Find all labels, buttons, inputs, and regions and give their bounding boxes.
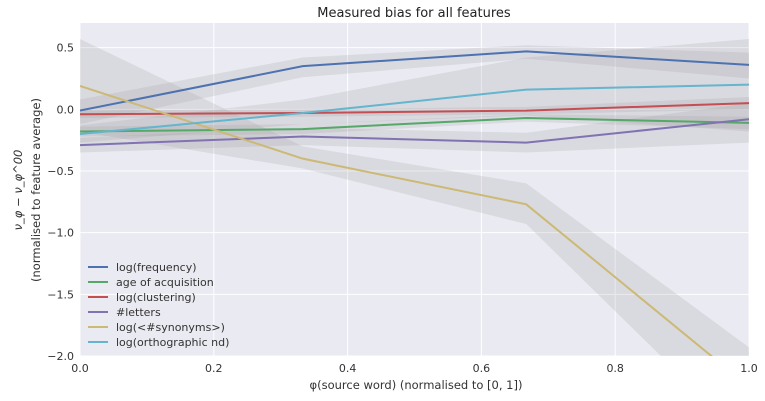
series-line <box>80 102 749 116</box>
legend-label: log(frequency) <box>116 261 197 274</box>
y-tick-label: 0.5 <box>57 42 75 55</box>
y-axis-label-line2: (normalised to feature average) <box>29 98 43 282</box>
legend-label: log(clustering) <box>116 291 196 304</box>
legend-label: age of acquisition <box>116 276 214 289</box>
y-axis-label-line1: ν_φ − ν_φ^00 <box>11 150 25 231</box>
y-axis-ticks: 0.5 0.0 −0.5 −1.0 −1.5 −2.0 <box>47 42 74 363</box>
x-axis-ticks: 0.0 0.2 0.4 0.6 0.8 1.0 <box>71 362 758 375</box>
x-tick-label: 0.6 <box>473 362 491 375</box>
x-tick-label: 0.4 <box>339 362 357 375</box>
legend: log(frequency) age of acquisition log(clus… <box>88 261 229 349</box>
confidence-band <box>80 39 749 356</box>
x-tick-label: 1.0 <box>740 362 758 375</box>
y-tick-label: −2.0 <box>47 350 74 363</box>
y-tick-label: −1.0 <box>47 227 74 240</box>
legend-label: log(<#synonyms>) <box>116 321 225 334</box>
series-line <box>80 118 749 147</box>
x-tick-label: 0.8 <box>606 362 624 375</box>
series-line <box>80 50 749 112</box>
x-tick-label: 0.2 <box>205 362 223 375</box>
y-tick-label: −1.5 <box>47 288 74 301</box>
series-line <box>80 83 749 135</box>
plot-background <box>80 23 749 356</box>
y-tick-label: −0.5 <box>47 165 74 178</box>
x-tick-label: 0.0 <box>71 362 89 375</box>
confidence-band <box>80 39 749 143</box>
chart-title: Measured bias for all features <box>317 6 511 21</box>
series-lines <box>80 50 749 356</box>
series-line <box>80 116 749 133</box>
x-axis-label: φ(source word) (normalised to [0, 1]) <box>310 378 523 392</box>
y-tick-label: 0.0 <box>57 103 75 116</box>
series-line <box>80 84 713 356</box>
legend-label: #letters <box>116 306 161 319</box>
legend-label: log(orthographic nd) <box>116 336 229 349</box>
